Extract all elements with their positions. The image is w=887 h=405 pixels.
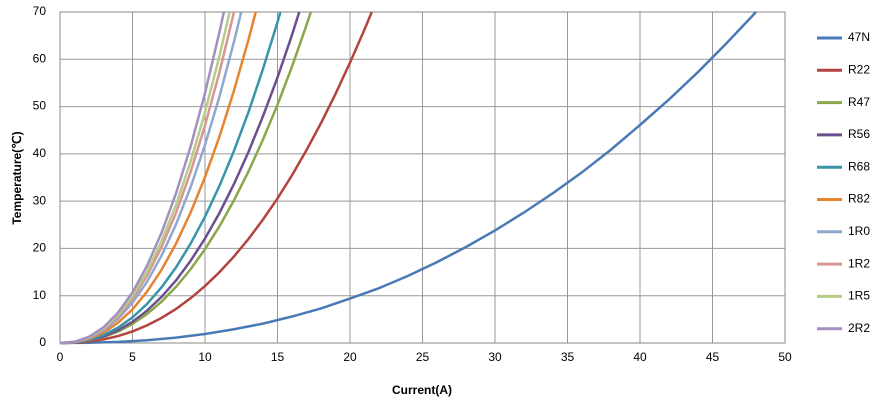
y-tick-label: 50 [33,99,47,113]
line-series [59,11,373,345]
legend-label: 47N [848,30,870,44]
legend-label: R68 [848,159,870,173]
line-series [59,11,757,345]
plot-border [59,11,786,344]
legend-label: R22 [848,62,870,76]
x-tick-label: 25 [416,350,430,364]
legend-label: 1R2 [848,256,870,270]
legend-label: 1R0 [848,224,870,238]
legend-label: R47 [848,95,870,109]
line-series [59,11,226,345]
y-tick-label: 70 [33,4,47,18]
y-tick-label: 40 [33,146,47,160]
x-tick-label: 0 [57,350,64,364]
y-tick-label: 10 [33,288,47,302]
x-tick-label: 10 [198,350,212,364]
y-tick-label: 20 [33,241,47,255]
legend-label: R82 [848,192,870,206]
line-series [59,11,282,345]
x-tick-label: 50 [778,350,792,364]
x-tick-label: 5 [129,350,136,364]
y-axis-label: Temperature(℃) [10,131,24,224]
x-tick-label: 20 [343,350,357,364]
y-tick-label: 0 [39,335,46,349]
y-tick-label: 30 [33,193,47,207]
x-axis-label: Current(A) [392,383,452,397]
legend-label: 2R2 [848,321,870,335]
x-tick-label: 30 [488,350,502,364]
x-tick-label: 40 [633,350,647,364]
x-tick-label: 15 [271,350,285,364]
legend-label: 1R5 [848,289,870,303]
legend-label: R56 [848,127,870,141]
x-tick-label: 45 [706,350,720,364]
y-tick-label: 60 [33,51,47,65]
x-tick-label: 35 [561,350,575,364]
